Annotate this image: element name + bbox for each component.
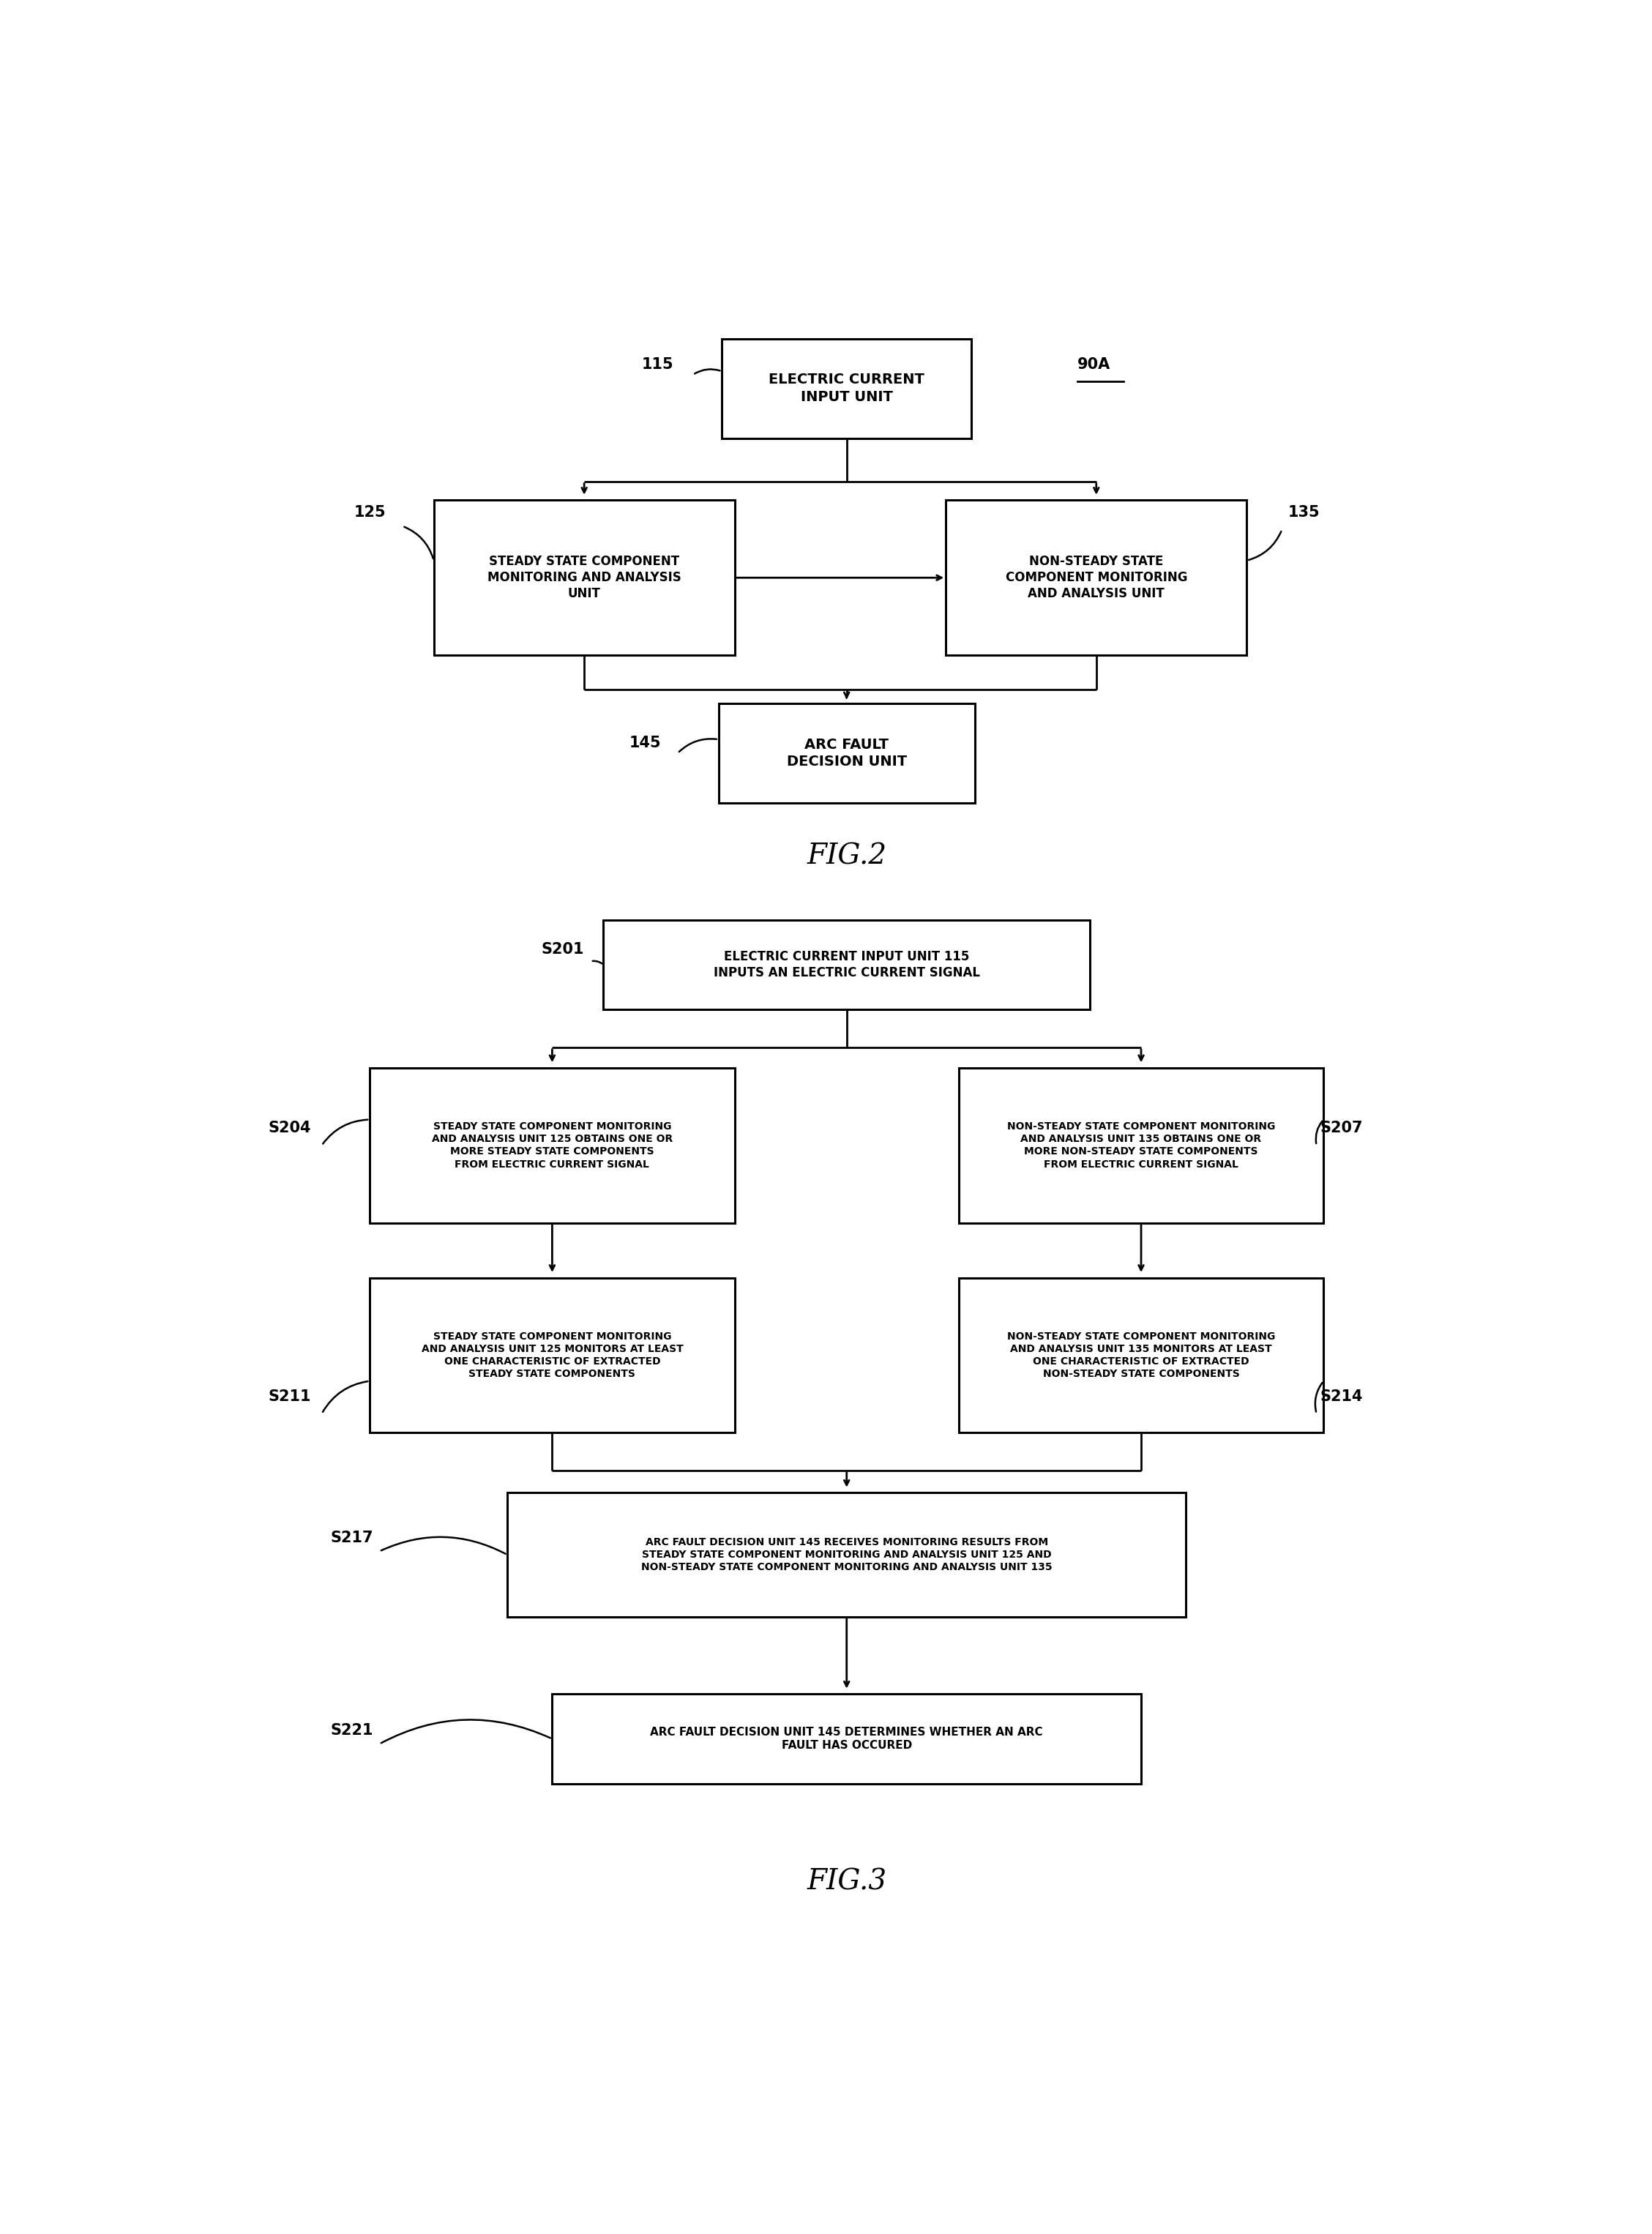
Text: 115: 115: [641, 357, 674, 371]
Text: S214: S214: [1320, 1390, 1363, 1403]
Text: ARC FAULT DECISION UNIT 145 RECEIVES MONITORING RESULTS FROM
STEADY STATE COMPON: ARC FAULT DECISION UNIT 145 RECEIVES MON…: [641, 1537, 1052, 1573]
Text: STEADY STATE COMPONENT MONITORING
AND ANALYSIS UNIT 125 MONITORS AT LEAST
ONE CH: STEADY STATE COMPONENT MONITORING AND AN…: [421, 1331, 684, 1378]
Text: S211: S211: [268, 1390, 311, 1403]
FancyBboxPatch shape: [947, 500, 1247, 655]
FancyBboxPatch shape: [719, 704, 975, 802]
Text: NON-STEADY STATE COMPONENT MONITORING
AND ANALYSIS UNIT 135 MONITORS AT LEAST
ON: NON-STEADY STATE COMPONENT MONITORING AN…: [1008, 1331, 1275, 1378]
FancyBboxPatch shape: [370, 1278, 735, 1432]
FancyBboxPatch shape: [552, 1693, 1142, 1783]
FancyBboxPatch shape: [722, 340, 971, 438]
FancyBboxPatch shape: [434, 500, 735, 655]
Text: NON-STEADY STATE COMPONENT MONITORING
AND ANALYSIS UNIT 135 OBTAINS ONE OR
MORE : NON-STEADY STATE COMPONENT MONITORING AN…: [1008, 1121, 1275, 1168]
FancyBboxPatch shape: [958, 1278, 1323, 1432]
Text: S217: S217: [330, 1530, 373, 1546]
Text: ARC FAULT DECISION UNIT 145 DETERMINES WHETHER AN ARC
FAULT HAS OCCURED: ARC FAULT DECISION UNIT 145 DETERMINES W…: [651, 1727, 1042, 1751]
Text: NON-STEADY STATE
COMPONENT MONITORING
AND ANALYSIS UNIT: NON-STEADY STATE COMPONENT MONITORING AN…: [1006, 554, 1188, 601]
Text: ELECTRIC CURRENT INPUT UNIT 115
INPUTS AN ELECTRIC CURRENT SIGNAL: ELECTRIC CURRENT INPUT UNIT 115 INPUTS A…: [714, 949, 980, 978]
Text: 135: 135: [1289, 505, 1320, 521]
Text: ARC FAULT
DECISION UNIT: ARC FAULT DECISION UNIT: [786, 737, 907, 768]
FancyBboxPatch shape: [958, 1068, 1323, 1222]
Text: ELECTRIC CURRENT
INPUT UNIT: ELECTRIC CURRENT INPUT UNIT: [768, 373, 925, 404]
Text: S221: S221: [330, 1722, 373, 1738]
Text: 125: 125: [354, 505, 385, 521]
Text: FIG.3: FIG.3: [806, 1868, 887, 1894]
Text: S201: S201: [542, 943, 585, 956]
Text: 145: 145: [629, 735, 661, 751]
Text: S204: S204: [268, 1121, 311, 1135]
Text: 90A: 90A: [1077, 357, 1110, 371]
FancyBboxPatch shape: [370, 1068, 735, 1222]
Text: STEADY STATE COMPONENT MONITORING
AND ANALYSIS UNIT 125 OBTAINS ONE OR
MORE STEA: STEADY STATE COMPONENT MONITORING AND AN…: [431, 1121, 672, 1168]
Text: S207: S207: [1320, 1121, 1363, 1135]
Text: STEADY STATE COMPONENT
MONITORING AND ANALYSIS
UNIT: STEADY STATE COMPONENT MONITORING AND AN…: [487, 554, 681, 601]
FancyBboxPatch shape: [507, 1492, 1186, 1617]
FancyBboxPatch shape: [603, 920, 1090, 1010]
Text: FIG.2: FIG.2: [806, 842, 887, 869]
